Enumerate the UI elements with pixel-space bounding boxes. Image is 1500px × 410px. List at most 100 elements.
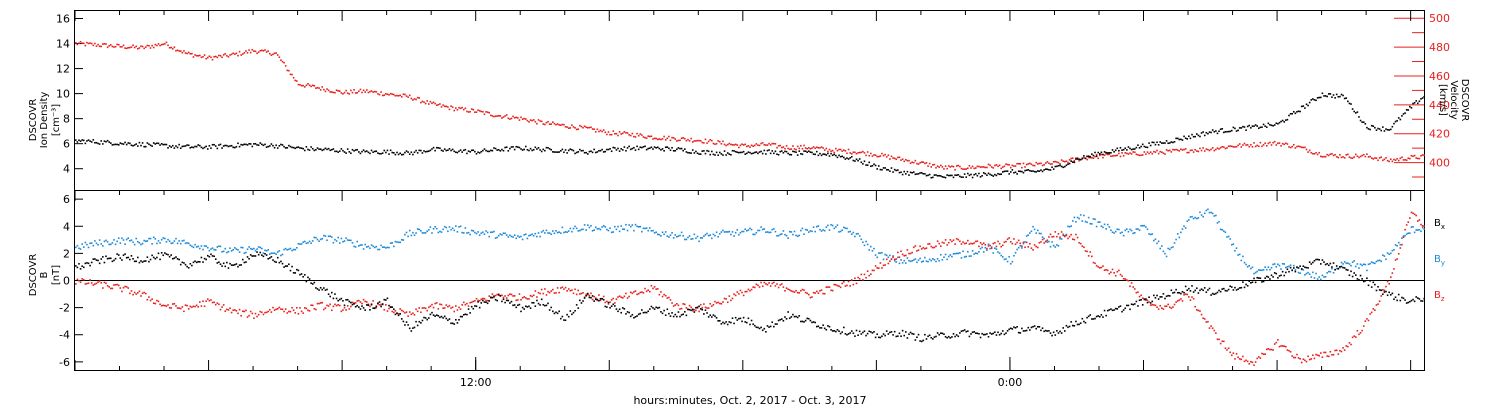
velocity-point bbox=[963, 168, 966, 170]
bz-point bbox=[536, 296, 538, 298]
by-point bbox=[1067, 225, 1069, 228]
velocity-point bbox=[470, 108, 473, 110]
bx-point bbox=[1159, 296, 1162, 298]
bz-point bbox=[1184, 293, 1187, 295]
bx-point bbox=[470, 305, 473, 308]
by-point bbox=[1342, 263, 1344, 265]
velocity-point bbox=[844, 150, 847, 152]
by-point bbox=[496, 236, 498, 239]
bz-point bbox=[455, 305, 457, 307]
bz-point bbox=[482, 297, 484, 300]
bz-point bbox=[698, 310, 700, 313]
bx-point bbox=[456, 322, 459, 324]
bz-point bbox=[226, 308, 228, 311]
velocity-point bbox=[307, 82, 309, 85]
density-point bbox=[1356, 111, 1359, 113]
velocity-point bbox=[313, 84, 316, 87]
velocity-point bbox=[97, 43, 99, 46]
density-point bbox=[1184, 137, 1187, 140]
bz-point bbox=[537, 291, 540, 294]
velocity-point bbox=[1203, 150, 1206, 152]
bx-point bbox=[1230, 286, 1233, 288]
by-point bbox=[488, 235, 491, 238]
velocity-point bbox=[575, 128, 578, 131]
density-point bbox=[542, 148, 545, 151]
density-point bbox=[103, 140, 106, 143]
density-point bbox=[404, 151, 406, 154]
by-point bbox=[124, 243, 126, 245]
density-point bbox=[423, 150, 425, 152]
by-point bbox=[1176, 233, 1179, 235]
bz-point bbox=[1254, 361, 1257, 363]
bz-point bbox=[1167, 303, 1169, 306]
velocity-point bbox=[739, 144, 742, 147]
density-point bbox=[569, 148, 572, 150]
velocity-point bbox=[793, 148, 796, 150]
velocity-point bbox=[504, 115, 506, 117]
velocity-point bbox=[905, 158, 907, 161]
by-point bbox=[442, 228, 444, 231]
bz-point bbox=[746, 290, 748, 293]
density-point bbox=[237, 142, 239, 145]
density-point bbox=[979, 176, 982, 178]
density-point bbox=[752, 152, 754, 155]
bx-point bbox=[987, 335, 990, 338]
density-point bbox=[1232, 126, 1235, 129]
velocity-point bbox=[1000, 167, 1003, 170]
by-point bbox=[1097, 221, 1100, 223]
velocity-point bbox=[276, 54, 279, 56]
bx-point bbox=[876, 333, 878, 336]
bx-point bbox=[160, 252, 163, 254]
density-point bbox=[623, 146, 626, 148]
bx-point bbox=[1378, 289, 1381, 291]
by-point bbox=[577, 230, 580, 232]
by-point bbox=[1106, 223, 1109, 226]
density-point bbox=[464, 148, 467, 151]
velocity-tick-label: 440 bbox=[1429, 99, 1450, 112]
bz-point bbox=[90, 282, 93, 284]
bx-point bbox=[1347, 269, 1349, 271]
velocity-point bbox=[305, 84, 308, 87]
bz-point bbox=[1021, 245, 1023, 247]
bx-point bbox=[472, 307, 475, 310]
density-point bbox=[152, 142, 155, 144]
density-point bbox=[156, 142, 158, 145]
bx-point bbox=[798, 315, 801, 317]
by-point bbox=[1167, 247, 1169, 250]
velocity-point bbox=[1327, 154, 1330, 157]
by-point bbox=[423, 232, 425, 234]
by-point bbox=[259, 246, 262, 249]
bx-point bbox=[569, 310, 572, 312]
by-point bbox=[995, 248, 998, 250]
bz-point bbox=[1270, 348, 1273, 351]
density-point bbox=[515, 145, 518, 148]
velocity-point bbox=[1202, 147, 1204, 149]
by-point bbox=[421, 232, 424, 234]
bz-point bbox=[1056, 235, 1058, 238]
bz-point bbox=[957, 238, 960, 241]
bx-point bbox=[372, 307, 374, 310]
velocity-point bbox=[1221, 145, 1224, 148]
bz-point bbox=[1402, 236, 1405, 239]
bz-point bbox=[884, 264, 886, 266]
velocity-point bbox=[1076, 157, 1079, 159]
b-tick-label: -4 bbox=[59, 329, 70, 342]
velocity-point bbox=[715, 142, 718, 145]
bz-point bbox=[1413, 213, 1416, 216]
by-point bbox=[876, 256, 878, 259]
by-point bbox=[817, 225, 820, 227]
density-point bbox=[501, 148, 503, 151]
velocity-point bbox=[808, 146, 810, 149]
by-point bbox=[294, 248, 297, 251]
density-point bbox=[1137, 144, 1139, 147]
velocity-point bbox=[517, 117, 519, 119]
bx-point bbox=[517, 304, 519, 307]
bx-point bbox=[445, 317, 448, 320]
by-point bbox=[332, 241, 335, 244]
density-point bbox=[1036, 170, 1039, 172]
density-point bbox=[906, 170, 909, 173]
by-point bbox=[1354, 265, 1357, 268]
bx-point bbox=[641, 309, 643, 311]
density-point bbox=[257, 144, 260, 146]
bx-point bbox=[1132, 303, 1134, 306]
